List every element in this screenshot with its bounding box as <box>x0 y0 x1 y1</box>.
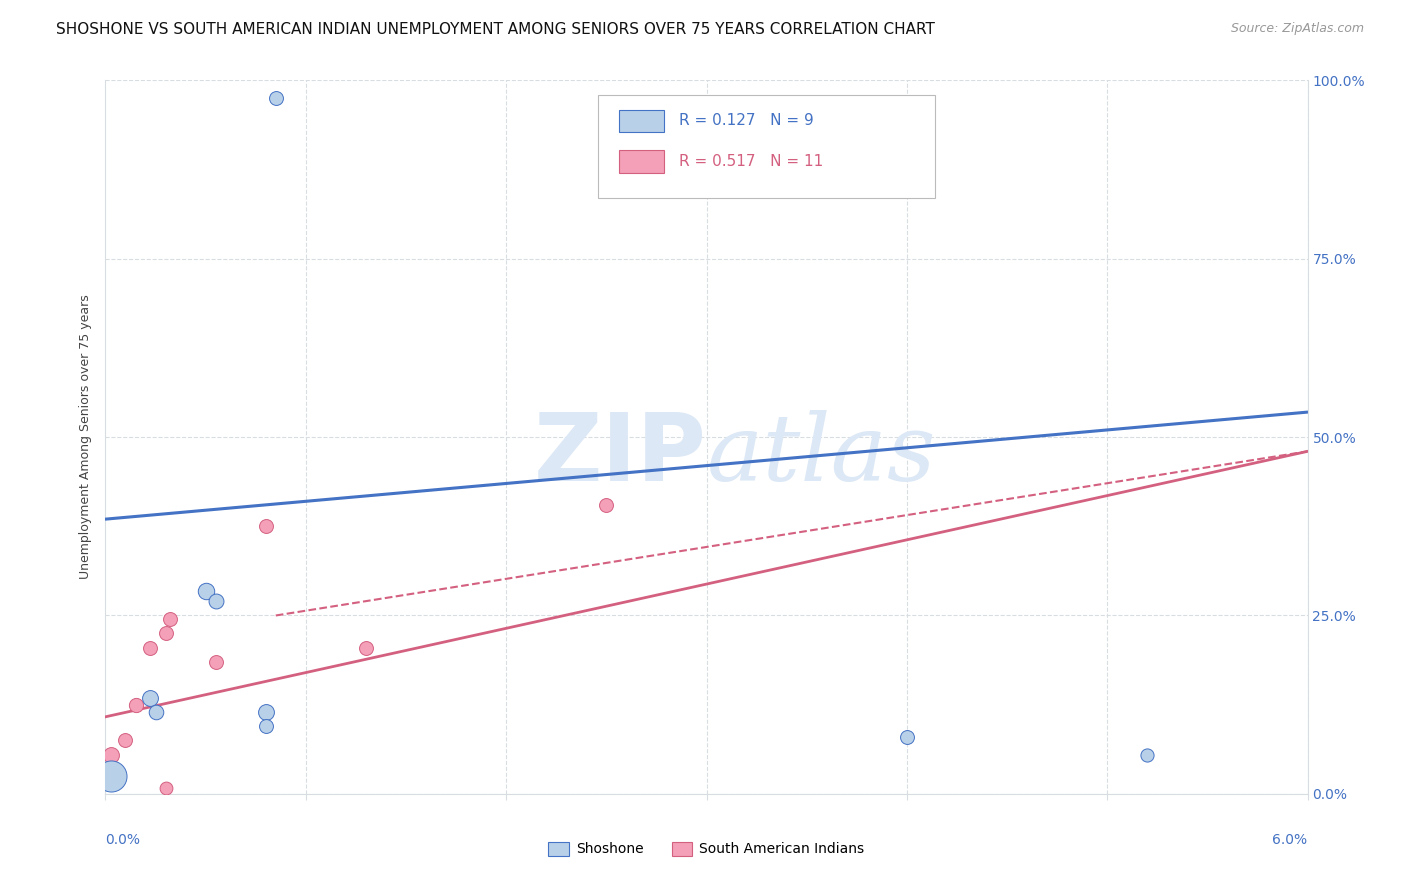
Point <box>100 769 122 783</box>
Point <box>204 655 226 669</box>
Point <box>159 612 181 626</box>
Point <box>354 640 377 655</box>
Text: R = 0.127   N = 9: R = 0.127 N = 9 <box>679 113 814 128</box>
Point <box>124 698 146 712</box>
FancyBboxPatch shape <box>619 150 665 173</box>
FancyBboxPatch shape <box>599 95 935 198</box>
Legend: Shoshone, South American Indians: Shoshone, South American Indians <box>543 836 870 862</box>
Point <box>1136 747 1159 762</box>
Point <box>204 594 226 608</box>
Text: atlas: atlas <box>707 410 936 500</box>
Text: R = 0.517   N = 11: R = 0.517 N = 11 <box>679 154 823 169</box>
Point <box>138 690 160 705</box>
Text: ZIP: ZIP <box>534 409 707 501</box>
Point <box>254 519 277 533</box>
Point <box>155 626 177 640</box>
Point <box>254 705 277 719</box>
Point <box>138 640 160 655</box>
Point <box>114 733 136 747</box>
Point <box>145 705 167 719</box>
Point <box>194 583 217 598</box>
Point <box>155 781 177 796</box>
Y-axis label: Unemployment Among Seniors over 75 years: Unemployment Among Seniors over 75 years <box>79 294 93 580</box>
Point <box>264 91 287 105</box>
Point <box>595 498 617 512</box>
Text: Source: ZipAtlas.com: Source: ZipAtlas.com <box>1230 22 1364 36</box>
Point <box>254 719 277 733</box>
Text: SHOSHONE VS SOUTH AMERICAN INDIAN UNEMPLOYMENT AMONG SENIORS OVER 75 YEARS CORRE: SHOSHONE VS SOUTH AMERICAN INDIAN UNEMPL… <box>56 22 935 37</box>
FancyBboxPatch shape <box>619 110 665 132</box>
Point <box>100 747 122 762</box>
Text: 6.0%: 6.0% <box>1272 833 1308 847</box>
Text: 0.0%: 0.0% <box>105 833 141 847</box>
Point <box>896 730 918 744</box>
